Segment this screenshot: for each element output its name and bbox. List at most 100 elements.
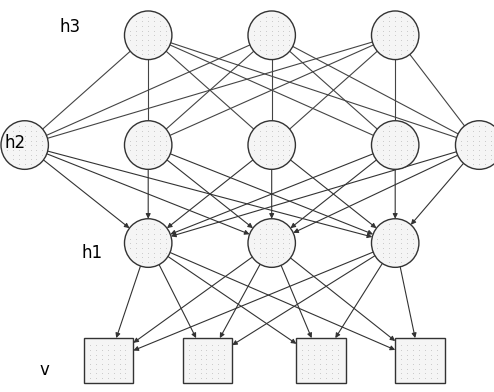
Point xyxy=(138,28,146,34)
Point xyxy=(9,128,17,134)
Point xyxy=(203,347,210,353)
Point xyxy=(150,156,158,163)
Point xyxy=(92,347,100,353)
Point xyxy=(33,128,41,134)
Point xyxy=(203,361,210,367)
Point xyxy=(379,245,387,251)
Point xyxy=(21,156,29,163)
Point xyxy=(214,361,222,367)
Point xyxy=(256,231,264,237)
Point xyxy=(403,226,411,232)
Point xyxy=(191,361,199,367)
Point xyxy=(274,236,282,242)
Point xyxy=(185,342,193,348)
Point xyxy=(433,356,441,363)
Point xyxy=(298,366,306,372)
Point xyxy=(162,250,170,256)
Point xyxy=(86,356,94,363)
Point xyxy=(156,231,164,237)
Point xyxy=(138,259,146,265)
Point xyxy=(391,152,399,158)
Point xyxy=(156,33,164,39)
Point xyxy=(409,23,417,29)
Point xyxy=(191,366,199,372)
Point xyxy=(21,123,29,130)
Point xyxy=(220,375,228,381)
Point xyxy=(391,133,399,139)
Point xyxy=(162,147,170,153)
Point xyxy=(21,142,29,149)
Point xyxy=(156,226,164,232)
Point xyxy=(421,342,429,348)
Point xyxy=(256,23,264,29)
Point xyxy=(268,14,276,20)
Point xyxy=(379,128,387,134)
Point xyxy=(132,42,140,48)
Point xyxy=(415,366,423,372)
Point xyxy=(457,142,465,149)
Point xyxy=(409,347,417,353)
Point xyxy=(86,342,94,348)
Point xyxy=(427,375,435,381)
Point xyxy=(138,33,146,39)
Point xyxy=(197,370,205,377)
Point xyxy=(274,221,282,228)
Point xyxy=(104,370,112,377)
Point xyxy=(280,18,288,25)
Point xyxy=(162,236,170,242)
Point xyxy=(274,226,282,232)
Point xyxy=(403,236,411,242)
Point xyxy=(409,152,417,158)
Point xyxy=(403,352,411,358)
Point xyxy=(280,147,288,153)
Point xyxy=(191,347,199,353)
Point xyxy=(385,152,393,158)
Point xyxy=(403,231,411,237)
Point xyxy=(138,142,146,149)
Point xyxy=(463,128,471,134)
Point xyxy=(191,342,199,348)
Point xyxy=(191,375,199,381)
Point xyxy=(162,33,170,39)
Point xyxy=(132,47,140,53)
Point xyxy=(39,138,46,144)
Point xyxy=(286,23,293,29)
Point xyxy=(415,352,423,358)
Point xyxy=(144,51,152,58)
Point xyxy=(385,250,393,256)
Point xyxy=(403,370,411,377)
Point xyxy=(132,226,140,232)
Point xyxy=(286,236,293,242)
Point xyxy=(379,138,387,144)
Point xyxy=(391,156,399,163)
Point xyxy=(469,152,477,158)
Point xyxy=(397,152,405,158)
Point xyxy=(110,342,118,348)
Point xyxy=(481,128,489,134)
Point xyxy=(39,147,46,153)
Point xyxy=(156,47,164,53)
Point xyxy=(214,356,222,363)
Point xyxy=(203,342,210,348)
Point xyxy=(487,142,494,149)
Point xyxy=(427,347,435,353)
Point xyxy=(298,375,306,381)
Point xyxy=(256,28,264,34)
Point xyxy=(322,352,330,358)
Point xyxy=(391,47,399,53)
Point xyxy=(469,156,477,163)
Point xyxy=(116,352,124,358)
Point xyxy=(250,240,258,247)
Point xyxy=(415,361,423,367)
Point xyxy=(144,42,152,48)
Point xyxy=(138,236,146,242)
Point xyxy=(132,28,140,34)
Point xyxy=(274,47,282,53)
Point xyxy=(310,352,318,358)
Point xyxy=(256,254,264,261)
Point xyxy=(185,361,193,367)
Point xyxy=(385,28,393,34)
Point xyxy=(15,123,23,130)
Point xyxy=(304,366,312,372)
Point xyxy=(185,356,193,363)
